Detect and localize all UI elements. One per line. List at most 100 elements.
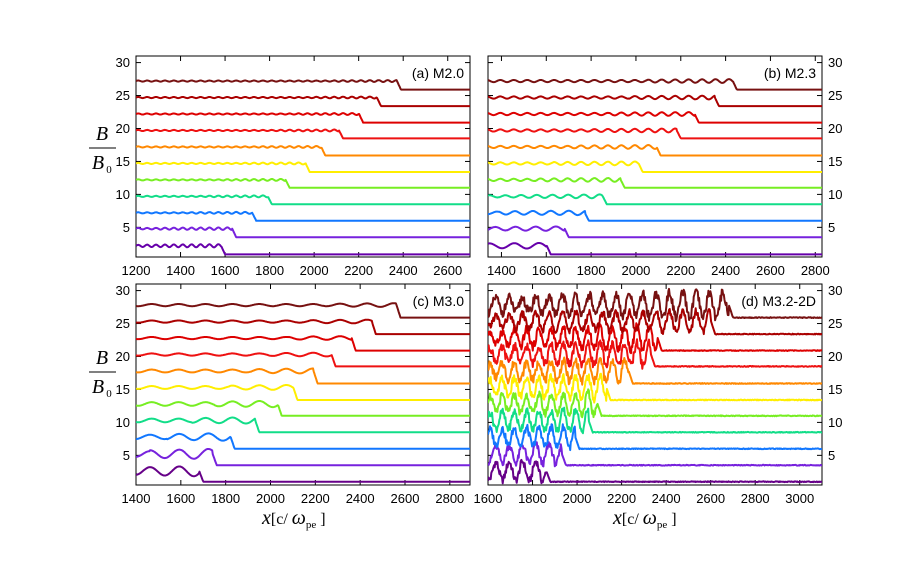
panel-d-frame (487, 283, 823, 486)
x-label-units-open: [c/ (271, 511, 292, 528)
x-tick-label: 3000 (785, 491, 814, 506)
series-line-6 (488, 144, 822, 157)
x-label-variable: x (261, 507, 271, 529)
x-tick-label: 1600 (532, 263, 561, 278)
series-line-2 (136, 210, 470, 222)
series-line-0 (136, 465, 470, 483)
series-line-9 (136, 95, 470, 108)
x-tick-label: 1400 (122, 491, 151, 506)
panel-a-ticks: 1200 1400 1600 1800 2000 2200 2400 2600 5 10 15 20 2… (116, 55, 470, 278)
series-line-4 (488, 177, 822, 189)
x-tick-label: 1800 (518, 491, 547, 506)
y-tick-label: 30 (116, 55, 130, 70)
y-tick-label: 25 (828, 88, 842, 103)
x-tick-label: 2000 (621, 263, 650, 278)
series-line-8 (488, 111, 822, 124)
panel-b-label: (b) M2.3 (764, 65, 816, 81)
y-tick-label: 25 (828, 316, 842, 331)
x-tick-label: 2800 (741, 491, 770, 506)
series-line-3 (488, 406, 822, 435)
x-tick-label: 1800 (255, 263, 284, 278)
y-label-denominator: B (92, 376, 104, 398)
x-label-units-open: [c/ (622, 511, 643, 528)
y-label-denominator-subscript: 0 (106, 164, 112, 176)
series-line-2 (136, 432, 470, 450)
x-label-omega-subscript: pe (306, 519, 317, 531)
series-line-3 (488, 193, 822, 206)
series-line-2 (488, 209, 822, 222)
x-axis-label-text: x[c/ ωpe ] (612, 507, 677, 531)
series-line-1 (488, 441, 822, 468)
series-line-6 (488, 356, 822, 386)
series-line-1 (136, 226, 470, 239)
y-label-denominator-subscript: 0 (106, 388, 112, 400)
panel-a: 1200 1400 1600 1800 2000 2200 2400 2600 5 10 15 20 2… (116, 55, 471, 278)
x-label-variable: x (612, 507, 622, 529)
series-line-10 (488, 287, 822, 323)
y-tick-label: 30 (116, 283, 130, 298)
x-tick-label: 2600 (391, 491, 420, 506)
series-line-5 (488, 160, 822, 173)
panel-a-label: (a) M2.0 (412, 65, 464, 81)
series-line-9 (136, 318, 470, 336)
y-tick-label: 5 (123, 448, 130, 463)
series-line-0 (488, 242, 822, 256)
y-tick-label: 20 (116, 121, 130, 136)
x-label-units-close: ] (667, 511, 676, 528)
x-tick-label: 2000 (563, 491, 592, 506)
series-line-4 (136, 400, 470, 417)
x-tick-label: 2800 (801, 263, 830, 278)
y-axis-label-bottom: B B 0 (89, 347, 116, 400)
y-tick-label: 10 (828, 187, 842, 202)
series-line-8 (488, 322, 822, 355)
x-tick-label: 2600 (433, 263, 462, 278)
x-tick-label: 1600 (166, 491, 195, 506)
y-tick-label: 10 (116, 415, 130, 430)
series-line-7 (488, 338, 822, 370)
y-tick-label: 25 (116, 316, 130, 331)
panel-c: 1400 1600 1800 2000 2200 2400 2600 2800 5 10 15 20 2… (116, 283, 471, 506)
y-label-numerator: B (96, 347, 108, 369)
x-tick-label: 1400 (487, 263, 516, 278)
x-tick-label: 2600 (756, 263, 785, 278)
y-tick-label: 20 (828, 349, 842, 364)
x-axis-label-left: x[c/ ωpe ] (261, 507, 326, 531)
x-tick-label: 2400 (346, 491, 375, 506)
series-line-5 (488, 372, 822, 404)
x-label-omega: ω (643, 507, 657, 529)
series-line-10 (136, 79, 470, 91)
x-tick-label: 1600 (474, 491, 503, 506)
series-line-8 (136, 335, 470, 352)
panel-a-series (136, 79, 470, 256)
series-line-0 (488, 458, 822, 485)
x-tick-label: 2200 (344, 263, 373, 278)
series-line-6 (136, 367, 470, 385)
series-line-1 (488, 225, 822, 239)
series-line-4 (488, 388, 822, 419)
series-line-4 (136, 178, 470, 189)
panel-c-series (136, 302, 470, 483)
series-line-3 (136, 194, 470, 206)
series-line-9 (488, 307, 822, 336)
series-line-3 (136, 416, 470, 434)
x-axis-label-text: x[c/ ωpe ] (261, 507, 326, 531)
panel-b-series (488, 78, 822, 256)
y-tick-label: 20 (828, 121, 842, 136)
x-tick-label: 1600 (211, 263, 240, 278)
y-axis-label-top: B B 0 (89, 123, 116, 176)
y-tick-label: 5 (828, 220, 835, 235)
y-label-denominator: B (92, 152, 104, 174)
series-line-8 (136, 112, 470, 124)
x-tick-label: 2000 (256, 491, 285, 506)
x-tick-label: 1800 (211, 491, 240, 506)
x-tick-label: 2200 (301, 491, 330, 506)
x-tick-label: 2400 (711, 263, 740, 278)
y-tick-label: 20 (116, 349, 130, 364)
panel-d-label: (d) M3.2-2D (741, 293, 816, 309)
panel-d-series (488, 287, 822, 485)
y-tick-label: 25 (116, 88, 130, 103)
series-line-0 (136, 243, 470, 256)
panel-d-ticks: 1600 1800 2000 2200 2400 2600 2800 3000 5 10 15 20 2… (474, 283, 843, 506)
series-line-2 (488, 423, 822, 452)
y-tick-label: 15 (828, 382, 842, 397)
